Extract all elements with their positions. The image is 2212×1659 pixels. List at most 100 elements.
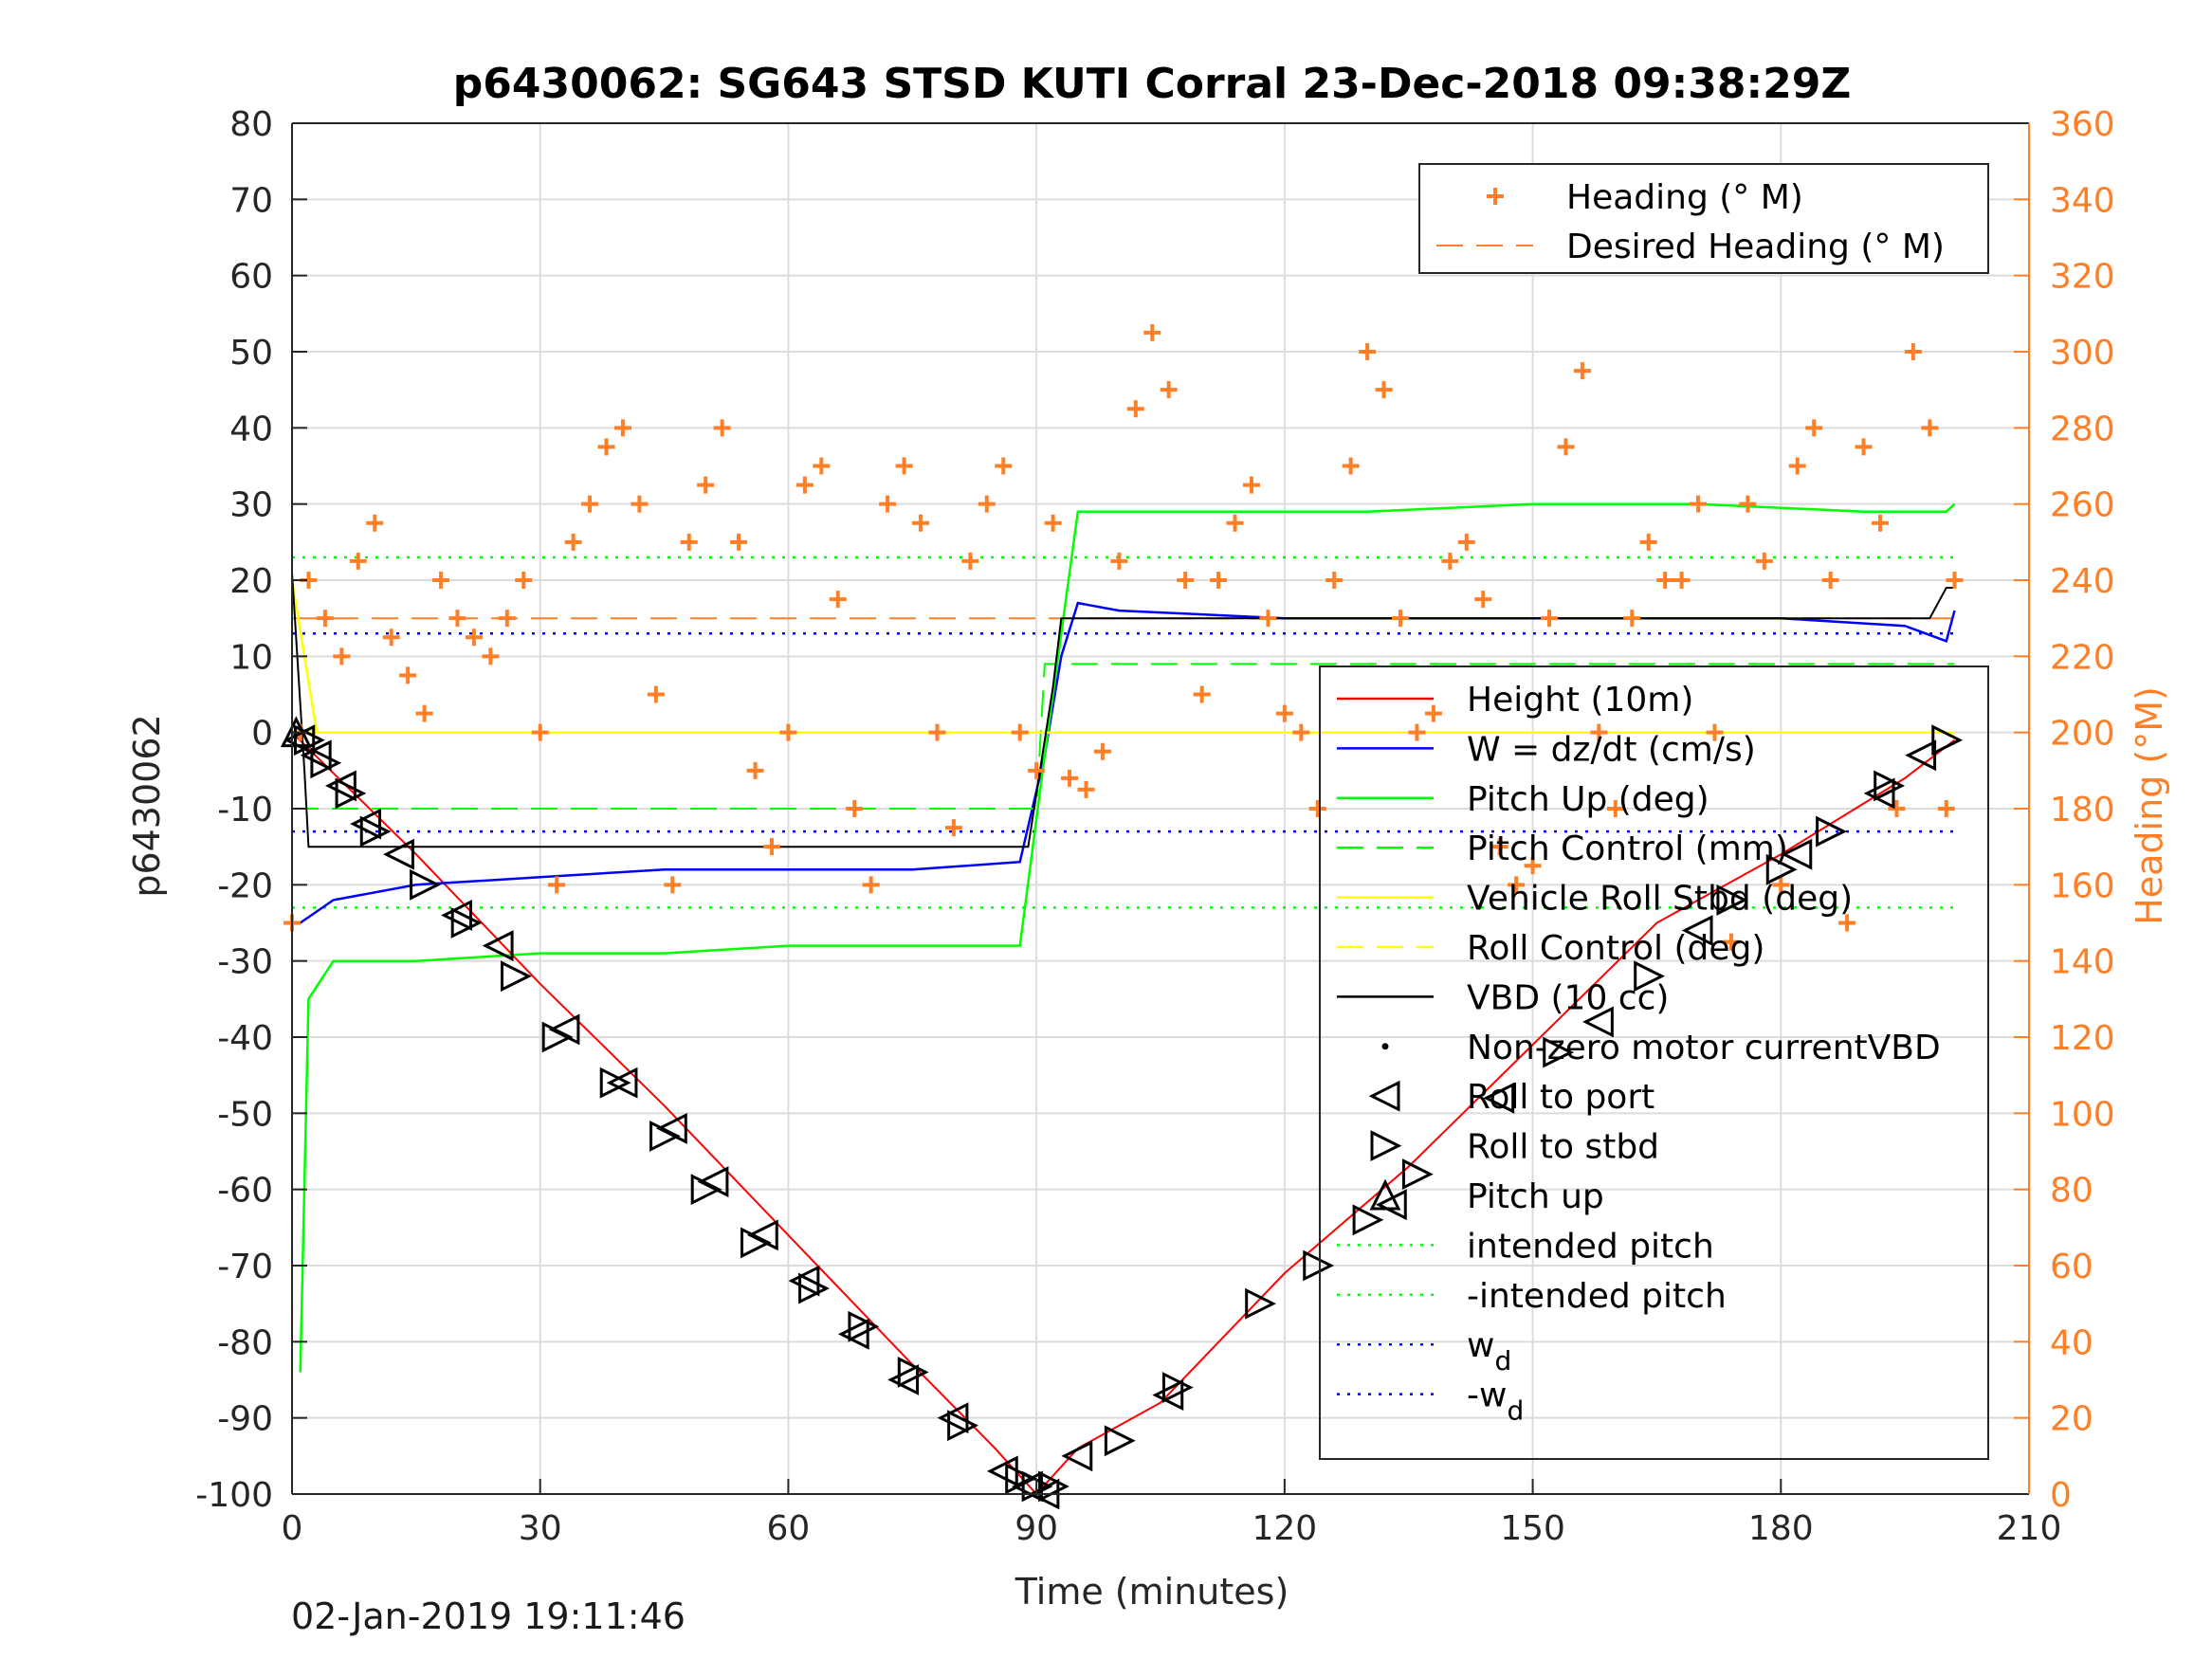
heading-point — [1508, 876, 1526, 894]
roll-marker — [335, 777, 367, 810]
y-left-tick-label: -60 — [217, 1172, 273, 1211]
legend-label: W = dz/dt (cm/s) — [1467, 730, 1756, 769]
heading-point — [1061, 769, 1079, 787]
legend-box — [1418, 163, 1989, 274]
heading-point — [1590, 723, 1608, 741]
heading-point — [1275, 704, 1293, 722]
heading-markers — [283, 323, 1964, 951]
roll-marker — [1245, 1287, 1277, 1320]
chart-title: p6430062: SG643 STSD KUTI Corral 23-Dec-… — [453, 60, 1851, 108]
y-left-tick-label: 70 — [229, 181, 273, 220]
roll-marker — [350, 808, 382, 840]
y-left-tick-label: -20 — [217, 866, 273, 905]
legend-label: VBD (10 cc) — [1467, 978, 1669, 1017]
roll-marker — [798, 1272, 830, 1304]
legend-label: Roll to port — [1467, 1078, 1654, 1117]
heading-point — [846, 800, 864, 817]
y-right-tick-label: 100 — [2050, 1095, 2115, 1134]
heading-point — [829, 591, 847, 609]
roll-marker — [300, 739, 332, 772]
heading-point — [1557, 438, 1575, 456]
heading-point — [813, 457, 831, 475]
legend-swatch — [1487, 188, 1504, 205]
heading-point — [895, 457, 913, 475]
legend-label: Roll Control (deg) — [1467, 929, 1764, 968]
y-left-tick-label: -10 — [217, 791, 273, 830]
heading-point — [1805, 419, 1823, 437]
heading-point — [1077, 780, 1095, 798]
heading-point — [581, 495, 599, 513]
legend-label: Height (10m) — [1467, 681, 1693, 720]
heading-point — [1606, 800, 1624, 817]
heading-point — [1673, 572, 1691, 589]
roll-marker — [541, 1021, 574, 1053]
heading-point — [349, 552, 367, 570]
legend-swatch — [1381, 1043, 1389, 1050]
heading-point — [448, 610, 466, 628]
x-tick-label: 180 — [1748, 1509, 1814, 1548]
y-left-tick-label: 0 — [251, 715, 273, 754]
roll-marker — [324, 770, 356, 802]
roll-marker — [359, 815, 392, 848]
roll-marker — [897, 1357, 929, 1388]
roll-marker — [1483, 1082, 1515, 1114]
legend-label: Pitch up — [1467, 1177, 1604, 1216]
y-left-tick-label: 50 — [229, 334, 273, 373]
heading-point — [1375, 381, 1393, 399]
y-left-tick-label: -50 — [217, 1095, 273, 1134]
roll-marker — [482, 930, 514, 962]
y-right-tick-label: 280 — [2050, 410, 2115, 448]
heading-point — [498, 610, 516, 628]
heading-point — [730, 533, 748, 551]
heading-point — [1011, 723, 1029, 741]
heading-point — [746, 761, 764, 779]
heading-point — [713, 419, 731, 437]
y-right-tick-label: 80 — [2050, 1172, 2093, 1211]
y-right-tick-label: 180 — [2050, 791, 2115, 830]
heading-point — [1457, 533, 1475, 551]
y-right-tick-label: 300 — [2050, 334, 2115, 373]
y-right-tick-label: 60 — [2050, 1248, 2093, 1286]
heading-point — [1424, 704, 1442, 722]
legend-swatch — [1369, 1178, 1401, 1211]
heading-point — [482, 647, 500, 665]
heading-point — [1855, 438, 1873, 456]
series-line — [292, 663, 1955, 810]
roll-marker — [649, 1121, 681, 1152]
roll-marker — [1634, 960, 1666, 993]
heading-point — [978, 495, 996, 513]
roll-marker — [690, 1174, 722, 1206]
heading-point — [1210, 572, 1228, 589]
roll-marker — [1816, 815, 1847, 848]
y-left-tick-label: 80 — [229, 105, 273, 144]
heading-point — [1888, 800, 1906, 817]
heading-point — [1772, 876, 1790, 894]
y-right-tick-label: 360 — [2050, 105, 2115, 144]
heading-point — [1524, 857, 1542, 875]
x-tick-label: 150 — [1500, 1509, 1565, 1548]
roll-marker — [410, 868, 441, 901]
heading-point — [1937, 800, 1955, 817]
heading-point — [1722, 933, 1740, 951]
heading-point — [597, 438, 615, 456]
heading-point — [1739, 495, 1757, 513]
heading-point — [1921, 419, 1939, 437]
roll-marker — [1303, 1249, 1335, 1282]
heading-point — [1391, 610, 1409, 628]
heading-point — [382, 629, 400, 647]
roll-marker — [937, 1402, 969, 1434]
roll-marker — [740, 1227, 772, 1259]
tick-labels: 0 30 60 90 120 150 180 21080706050403020100-10-… — [195, 105, 2114, 1548]
heading-point — [995, 457, 1013, 475]
heading-point — [316, 610, 334, 628]
y-right-tick-label: 260 — [2050, 486, 2115, 525]
heading-point — [1259, 610, 1277, 628]
x-tick-label: 30 — [519, 1509, 562, 1548]
roll-marker — [887, 1364, 920, 1395]
heading-point — [1690, 495, 1708, 513]
roll-marker — [1038, 1470, 1069, 1503]
legend-label: Vehicle Roll Stbd (deg) — [1467, 880, 1853, 919]
heading-point — [415, 704, 433, 722]
y-axis-label-right: Heading (°M) — [2129, 686, 2170, 925]
